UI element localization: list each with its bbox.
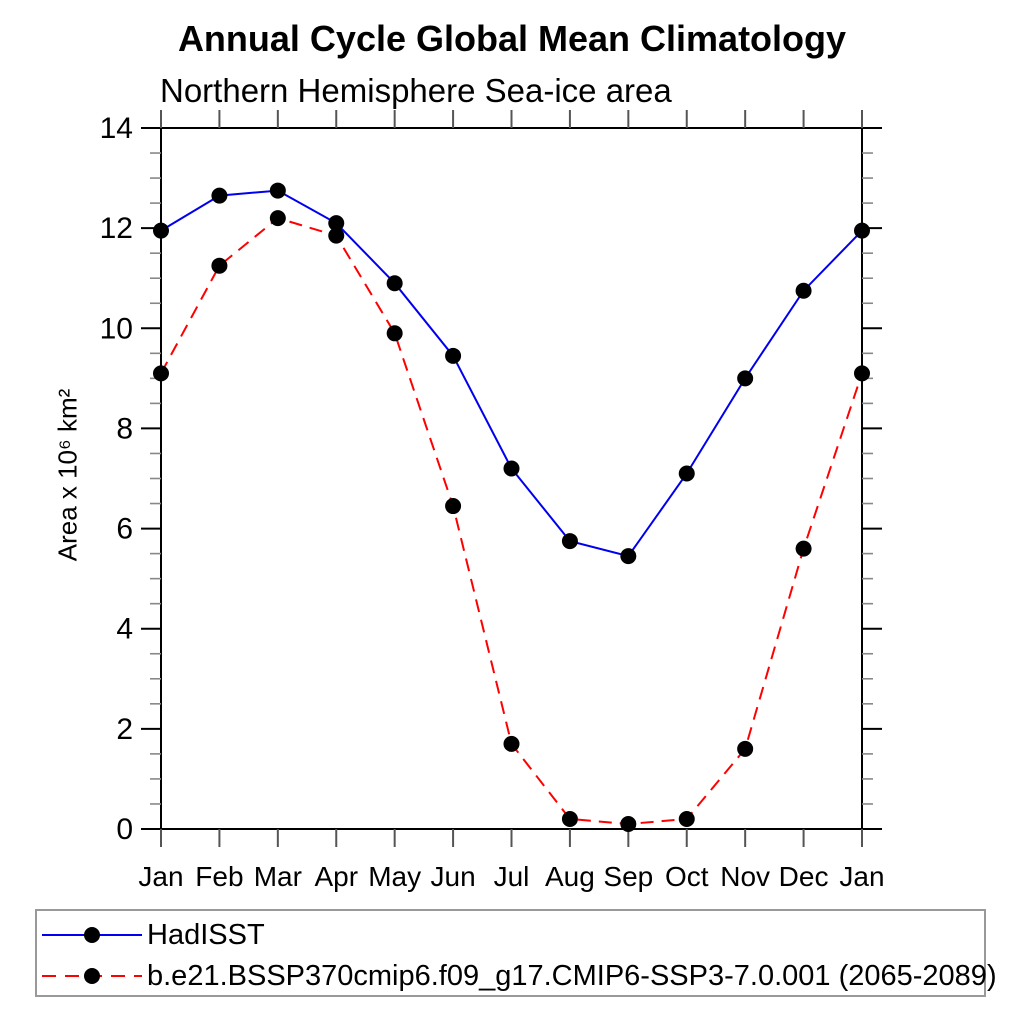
- legend-key-solid-line-icon: [42, 927, 142, 943]
- data-point-marker: [737, 740, 754, 757]
- x-axis-tick-label: Sep: [603, 861, 653, 892]
- x-axis-tick-label: Aug: [545, 861, 595, 892]
- data-point-marker: [328, 215, 345, 232]
- y-axis-tick-label: 4: [116, 613, 133, 646]
- x-axis-tick-label: Jan: [839, 861, 884, 892]
- chart-subtitle: Northern Hemisphere Sea-ice area: [160, 72, 672, 109]
- x-axis-tick-label: Oct: [665, 861, 709, 892]
- x-axis-tick-label: Mar: [254, 861, 302, 892]
- legend-item-model: b.e21.BSSP370cmip6.f09_g17.CMIP6-SSP3-7.…: [39, 958, 997, 994]
- x-axis-tick-label: Feb: [195, 861, 243, 892]
- data-point-marker: [386, 275, 403, 292]
- legend-label-model: b.e21.BSSP370cmip6.f09_g17.CMIP6-SSP3-7.…: [147, 959, 997, 992]
- legend-key-dashed-line-icon: [42, 968, 142, 984]
- data-point-marker: [269, 182, 286, 199]
- data-point-marker: [620, 815, 637, 832]
- data-point-marker: [678, 465, 695, 482]
- legend-label-hadisst: HadISST: [147, 918, 265, 951]
- x-axis-tick-label: Nov: [720, 861, 770, 892]
- y-axis-tick-label: 8: [116, 412, 133, 445]
- data-point-marker: [854, 365, 870, 382]
- data-point-marker: [269, 210, 286, 227]
- series-line-model: [160, 217, 863, 825]
- x-axis-tick-label: Dec: [779, 861, 829, 892]
- data-point-marker: [386, 325, 403, 342]
- x-axis-tick-label: Jun: [431, 861, 476, 892]
- data-point-marker: [678, 810, 695, 827]
- data-point-marker: [211, 187, 228, 204]
- x-axis-tick-label: May: [368, 861, 421, 892]
- data-point-marker: [620, 548, 637, 565]
- y-axis-tick-label: 0: [116, 813, 133, 846]
- legend-box: HadISST b.e21.BSSP370cmip6.f09_g17.CMIP6…: [35, 909, 997, 997]
- data-point-marker: [795, 540, 812, 557]
- data-point-marker: [561, 810, 578, 827]
- data-point-marker: [737, 370, 754, 387]
- data-point-marker: [445, 347, 462, 364]
- chart-title: Annual Cycle Global Mean Climatology: [177, 18, 847, 59]
- y-axis-tick-label: 2: [116, 713, 133, 746]
- data-point-marker: [153, 365, 169, 382]
- series-line-hadisst: [160, 189, 863, 558]
- y-axis-tick-label: 12: [100, 212, 133, 245]
- y-axis-tick-label: 10: [100, 312, 133, 345]
- y-axis-tick-label: 6: [116, 513, 133, 546]
- x-axis-tick-label: Jan: [138, 861, 183, 892]
- x-axis-tick-label: Apr: [314, 861, 358, 892]
- data-point-marker: [153, 222, 169, 239]
- data-point-marker: [211, 257, 228, 274]
- plot-frame: [160, 127, 863, 830]
- data-point-marker: [561, 533, 578, 550]
- legend-item-hadisst: HadISST: [39, 917, 265, 953]
- data-point-marker: [445, 498, 462, 515]
- data-point-marker: [328, 227, 345, 244]
- data-point-marker: [795, 282, 812, 299]
- data-point-marker: [503, 460, 520, 477]
- y-axis-tick-label: 14: [100, 112, 133, 145]
- data-point-marker: [503, 735, 520, 752]
- data-point-marker: [854, 222, 870, 239]
- x-axis-tick-label: Jul: [494, 861, 530, 892]
